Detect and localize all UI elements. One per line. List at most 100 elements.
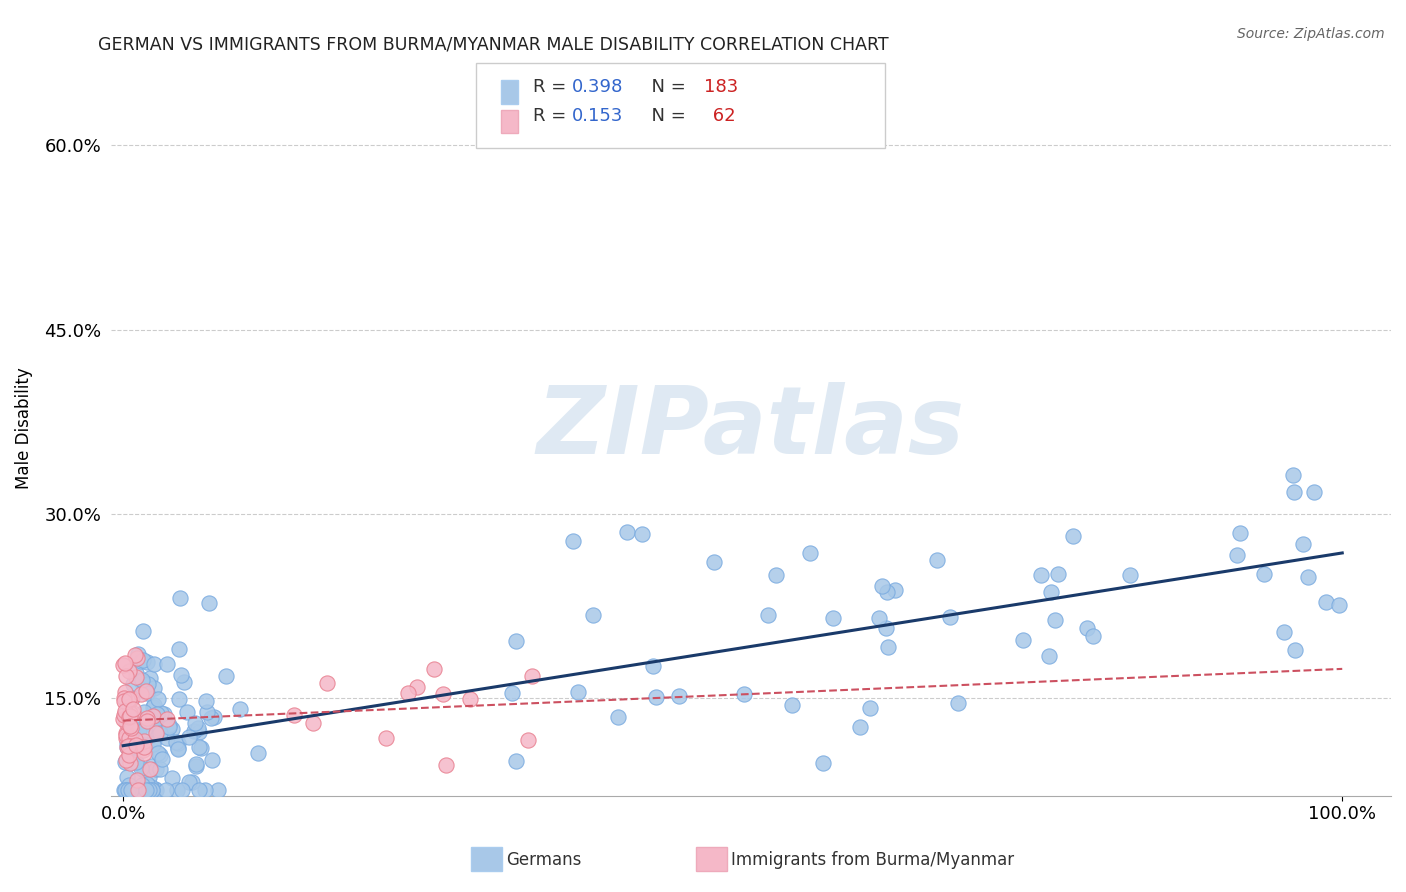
Point — [631, 526, 654, 541]
Point — [138, 782, 160, 797]
Point — [132, 624, 155, 638]
Point — [849, 720, 872, 734]
Point — [117, 782, 139, 797]
Point — [117, 739, 139, 754]
Point — [202, 710, 225, 724]
Point — [129, 654, 152, 668]
Point — [162, 723, 184, 737]
Point — [1303, 484, 1326, 499]
Point — [215, 668, 238, 682]
Point — [135, 782, 157, 797]
Point — [120, 721, 142, 735]
Text: 183: 183 — [703, 78, 738, 95]
Point — [195, 694, 218, 708]
Point — [122, 782, 145, 797]
Point — [149, 762, 172, 776]
Point — [1281, 468, 1303, 483]
Point — [501, 686, 523, 700]
Point — [316, 675, 339, 690]
Point — [1296, 569, 1319, 583]
Point — [927, 553, 949, 567]
Point — [150, 706, 173, 720]
Point — [207, 782, 229, 797]
Point — [112, 712, 135, 726]
Point — [112, 782, 135, 797]
Point — [155, 782, 177, 797]
Point — [167, 741, 190, 756]
Point — [756, 608, 779, 623]
Point — [1040, 584, 1063, 599]
Point — [703, 555, 725, 569]
Point — [134, 782, 156, 797]
Point — [138, 770, 160, 784]
Point — [283, 707, 305, 722]
Point — [165, 735, 187, 749]
Point — [1081, 629, 1104, 643]
Y-axis label: Male Disability: Male Disability — [15, 367, 32, 489]
Point — [115, 782, 138, 797]
Point — [120, 691, 142, 706]
Point — [1292, 537, 1315, 551]
Point — [247, 746, 270, 760]
Point — [143, 733, 166, 747]
Point — [127, 647, 149, 661]
Point — [121, 733, 143, 747]
Point — [125, 739, 148, 753]
Point — [122, 747, 145, 762]
Text: Source: ZipAtlas.com: Source: ZipAtlas.com — [1237, 27, 1385, 41]
Point — [405, 680, 427, 694]
Point — [136, 782, 159, 797]
Point — [118, 779, 141, 793]
Point — [821, 611, 844, 625]
Point — [150, 752, 173, 766]
Point — [146, 707, 169, 722]
Point — [114, 685, 136, 699]
Point — [117, 730, 139, 744]
Point — [883, 582, 905, 597]
Point — [114, 755, 136, 769]
Point — [616, 525, 638, 540]
Point — [114, 656, 136, 670]
Point — [1076, 621, 1098, 635]
Point — [765, 568, 787, 582]
Point — [115, 669, 138, 683]
Point — [872, 579, 894, 593]
Point — [114, 694, 136, 708]
Point — [152, 706, 174, 721]
Point — [195, 705, 218, 719]
Text: GERMAN VS IMMIGRANTS FROM BURMA/MYANMAR MALE DISABILITY CORRELATION CHART: GERMAN VS IMMIGRANTS FROM BURMA/MYANMAR … — [98, 36, 889, 54]
Point — [155, 712, 177, 726]
Point — [1046, 566, 1069, 581]
Point — [200, 711, 222, 725]
Point — [201, 753, 224, 767]
Point — [125, 772, 148, 787]
Point — [117, 710, 139, 724]
Point — [1038, 649, 1060, 664]
Point — [142, 700, 165, 714]
Point — [141, 782, 163, 797]
Point — [129, 782, 152, 797]
Point — [155, 731, 177, 745]
Point — [122, 782, 145, 797]
Point — [157, 720, 180, 734]
Point — [118, 710, 141, 724]
Point — [117, 782, 139, 797]
Point — [115, 770, 138, 784]
Point — [561, 534, 583, 549]
Point — [120, 739, 142, 754]
Point — [128, 723, 150, 738]
Point — [166, 782, 188, 797]
Point — [115, 739, 138, 754]
Point — [112, 691, 135, 706]
Point — [780, 698, 803, 712]
Point — [114, 782, 136, 797]
Point — [187, 782, 209, 797]
Text: Immigrants from Burma/Myanmar: Immigrants from Burma/Myanmar — [731, 851, 1014, 869]
Text: R =: R = — [533, 78, 572, 95]
Point — [875, 621, 897, 635]
FancyBboxPatch shape — [475, 63, 886, 148]
Point — [184, 716, 207, 731]
Point — [145, 763, 167, 777]
Point — [668, 689, 690, 703]
Point — [1282, 485, 1305, 500]
